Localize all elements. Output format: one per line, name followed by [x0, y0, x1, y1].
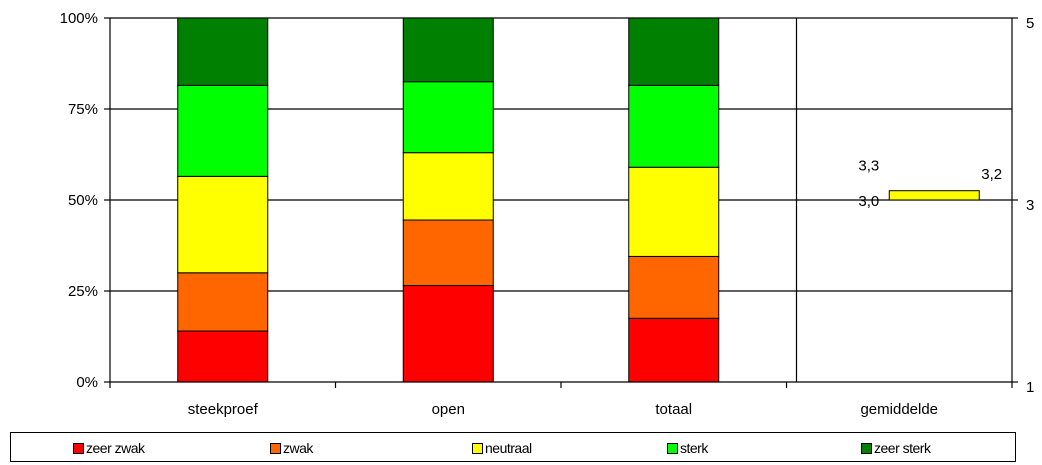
- secondary-y-tick-label: 1: [1026, 379, 1034, 396]
- legend-swatch: [73, 442, 84, 454]
- bar-segment: [402, 152, 494, 221]
- legend-item: zeer zwak: [73, 439, 145, 457]
- bar-segment: [177, 272, 269, 332]
- bar-segment: [628, 84, 720, 168]
- bar-segment: [628, 166, 720, 257]
- legend-label: neutraal: [485, 440, 532, 456]
- average-label: 3,2: [981, 166, 1002, 183]
- y-tick-labels: 0% 25% 50% 75% 100%: [60, 10, 98, 391]
- secondary-y-tick-labels: 1 3 5: [1026, 15, 1034, 396]
- category-label: totaal: [655, 401, 692, 418]
- legend-item: zwak: [270, 439, 313, 457]
- legend-swatch: [270, 442, 281, 454]
- legend-item: sterk: [667, 439, 708, 457]
- bar-segment: [402, 285, 494, 383]
- y-tick-label: 25%: [68, 283, 98, 300]
- bar-segment: [177, 175, 269, 274]
- category-label: gemiddelde: [860, 401, 938, 418]
- y-tick-label: 0%: [76, 374, 98, 391]
- bar-segment: [628, 17, 720, 86]
- y-tick-label: 75%: [68, 101, 98, 118]
- legend-swatch: [667, 442, 678, 454]
- y-tick-label: 50%: [68, 192, 98, 209]
- bar-segment: [402, 17, 494, 83]
- average-box: [888, 190, 980, 201]
- bar-segment: [402, 81, 494, 154]
- average-marker: 3,3 3,0 3,2: [858, 158, 1002, 210]
- axes: [104, 17, 1018, 388]
- y-tick-label: 100%: [60, 10, 98, 27]
- secondary-y-tick-label: 3: [1026, 197, 1034, 214]
- bar-segment: [177, 17, 269, 86]
- bar-segment: [402, 219, 494, 287]
- bar-segment: [628, 255, 720, 319]
- chart: 0% 25% 50% 75% 100% 1 3 5 steekproef open totaal…: [60, 10, 1035, 418]
- category-label: open: [432, 401, 465, 418]
- legend-label: zeer sterk: [874, 440, 931, 456]
- legend-swatch: [861, 442, 872, 454]
- average-label: 3,3: [858, 158, 879, 175]
- bar-segment: [177, 84, 269, 177]
- secondary-y-tick-label: 5: [1026, 15, 1034, 32]
- bars: [177, 17, 720, 383]
- legend-label: zwak: [283, 440, 313, 456]
- legend-item: zeer sterk: [861, 439, 931, 457]
- legend-label: sterk: [680, 440, 708, 456]
- average-label: 3,0: [858, 193, 879, 210]
- category-label: steekproef: [188, 401, 259, 418]
- category-labels: steekproef open totaal gemiddelde: [188, 401, 938, 418]
- legend-label: zeer zwak: [86, 440, 145, 456]
- legend-swatch: [472, 442, 483, 454]
- bar-segment: [177, 330, 269, 383]
- legend-item: neutraal: [472, 439, 532, 457]
- bar-segment: [628, 317, 720, 383]
- legend: zeer zwak zwak neutraal sterk zeer sterk: [10, 432, 1016, 462]
